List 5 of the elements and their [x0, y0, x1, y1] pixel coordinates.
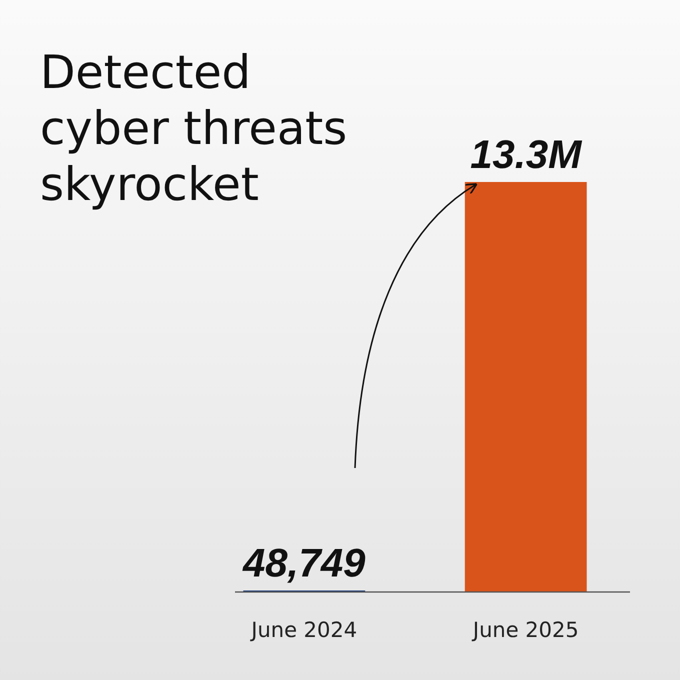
x-tick-label: June 2025: [470, 618, 579, 642]
x-tick-label: June 2024: [249, 618, 358, 642]
data-label: 48,749: [242, 541, 366, 586]
data-label: 13.3M: [470, 133, 584, 177]
chart-title: Detected cyber threats skyrocket: [40, 45, 348, 211]
